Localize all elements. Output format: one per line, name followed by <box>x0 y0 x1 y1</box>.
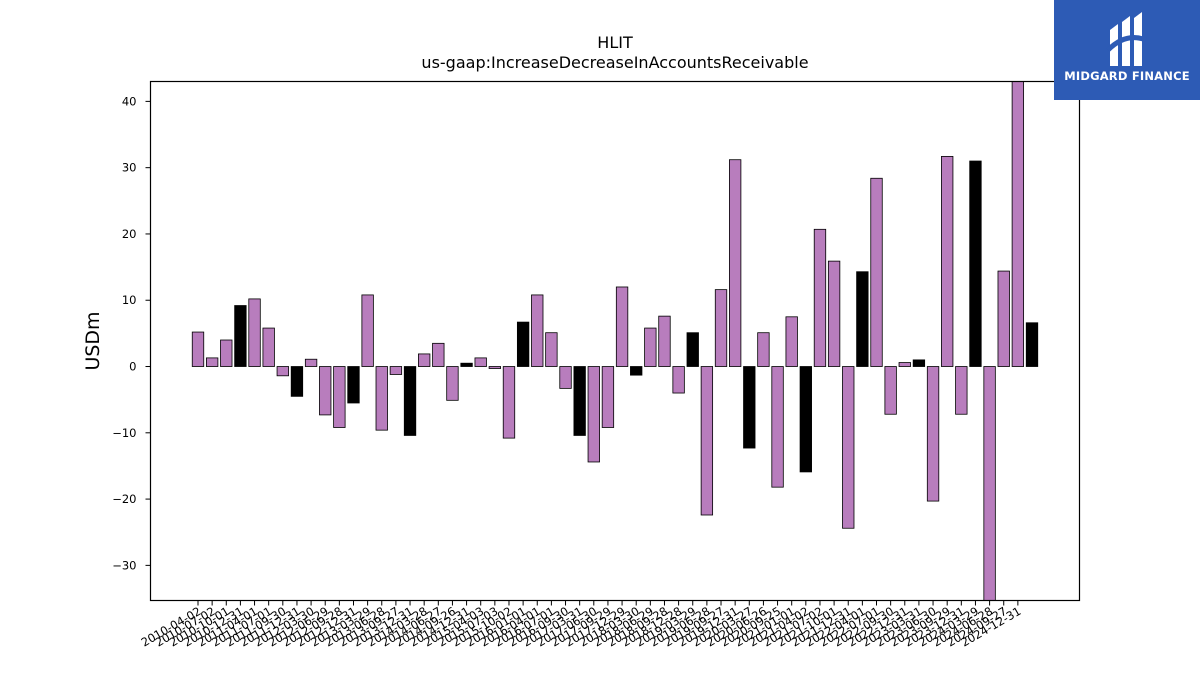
bar-2020-03-27 <box>743 366 756 449</box>
bar-2017-03-31 <box>573 366 586 436</box>
bar-2023-09-29 <box>941 155 954 367</box>
y-tick-label: −20 <box>112 492 136 506</box>
bar-2021-10-01 <box>827 260 841 367</box>
bar-2015-10-02 <box>502 366 516 439</box>
bar-2017-09-29 <box>601 366 615 428</box>
bar-2013-06-28 <box>375 366 388 431</box>
y-tick-label: −10 <box>112 426 136 440</box>
chart-title: HLIT <box>597 33 633 52</box>
bar-2012-12-31 <box>347 366 360 404</box>
bar-2019-06-28 <box>700 366 714 516</box>
bar-2010-12-31 <box>234 305 247 367</box>
bar-2018-09-28 <box>658 315 671 367</box>
brand-logo: MIDGARD FINANCE <box>1054 0 1200 100</box>
bar-2018-03-30 <box>630 366 643 376</box>
bar-2021-07-02 <box>813 228 827 367</box>
bar-2020-09-25 <box>771 366 784 488</box>
bar-2014-06-27 <box>432 342 445 367</box>
bar-2017-12-29 <box>615 286 629 367</box>
bar-2012-03-30 <box>304 358 318 367</box>
bar-2016-07-01 <box>545 332 558 367</box>
bar-2017-06-30 <box>587 366 600 463</box>
bars-group <box>191 81 1039 601</box>
x-ticks-group: 2010-04-022010-07-022010-10-012010-12-31… <box>139 600 1023 650</box>
bar-2022-04-01 <box>856 271 869 367</box>
bar-2016-04-01 <box>531 294 544 367</box>
bar-2022-07-01 <box>870 177 883 367</box>
bar-2011-07-01 <box>262 327 275 367</box>
bar-undefined <box>1025 322 1039 367</box>
bar-2014-12-31 <box>460 362 473 367</box>
bar-2012-06-29 <box>319 366 332 416</box>
bar-2019-09-27 <box>714 289 728 367</box>
bar-2010-07-02 <box>205 357 219 367</box>
bar-2021-04-02 <box>799 366 812 473</box>
bar-2018-06-29 <box>644 327 657 367</box>
bar-2020-06-26 <box>757 332 770 367</box>
bar-2013-12-31 <box>403 366 417 436</box>
bar-2012-09-28 <box>333 366 346 428</box>
y-axis-label: USDm <box>82 311 104 370</box>
bar-2023-06-30 <box>926 366 940 502</box>
y-tick-label: 30 <box>122 161 137 175</box>
bar-2021-12-31 <box>842 366 855 529</box>
bar-2022-12-31 <box>898 362 911 367</box>
bar-2021-01-01 <box>785 316 798 367</box>
bar-2010-10-01 <box>220 339 233 367</box>
bar-2019-03-29 <box>686 332 699 367</box>
bar-2024-09-27 <box>997 270 1010 367</box>
y-tick-label: 10 <box>122 293 137 307</box>
y-tick-label: −30 <box>112 558 136 572</box>
y-tick-label: 20 <box>122 227 137 241</box>
bar-2024-03-29 <box>969 160 982 367</box>
bar-2023-12-31 <box>955 366 968 415</box>
y-tick-label: 40 <box>122 94 137 108</box>
bar-2019-12-31 <box>729 159 742 367</box>
bar-2023-03-31 <box>912 359 926 367</box>
y-ticks-group: −30 −20 −10 0 10 20 30 40 <box>112 94 151 572</box>
brand-mark-icon <box>1106 12 1147 66</box>
y-tick-label: 0 <box>129 360 136 374</box>
bar-2015-04-03 <box>474 357 487 367</box>
plot-frame <box>149 80 1081 602</box>
bar-2010-04-02 <box>191 331 205 367</box>
bar-2022-09-30 <box>884 366 897 415</box>
bar-2013-03-29 <box>361 294 374 367</box>
bar-2024-06-28 <box>983 366 996 601</box>
bar-2014-09-26 <box>446 366 459 401</box>
bar-2018-12-28 <box>672 366 685 394</box>
bar-2015-07-03 <box>488 366 502 369</box>
bar-2024-12-31 <box>1011 81 1025 367</box>
chart-subtitle: us-gaap:IncreaseDecreaseInAccountsReceiv… <box>421 53 808 72</box>
bar-2011-04-01 <box>248 298 261 367</box>
bar-2016-09-30 <box>559 366 572 389</box>
bar-2016-01-01 <box>516 321 530 367</box>
bar-2014-03-28 <box>418 353 431 367</box>
bar-2011-09-30 <box>276 366 289 377</box>
bar-2013-09-27 <box>389 366 403 375</box>
brand-name: MIDGARD FINANCE <box>1064 69 1190 83</box>
bar-2011-12-31 <box>290 366 304 397</box>
